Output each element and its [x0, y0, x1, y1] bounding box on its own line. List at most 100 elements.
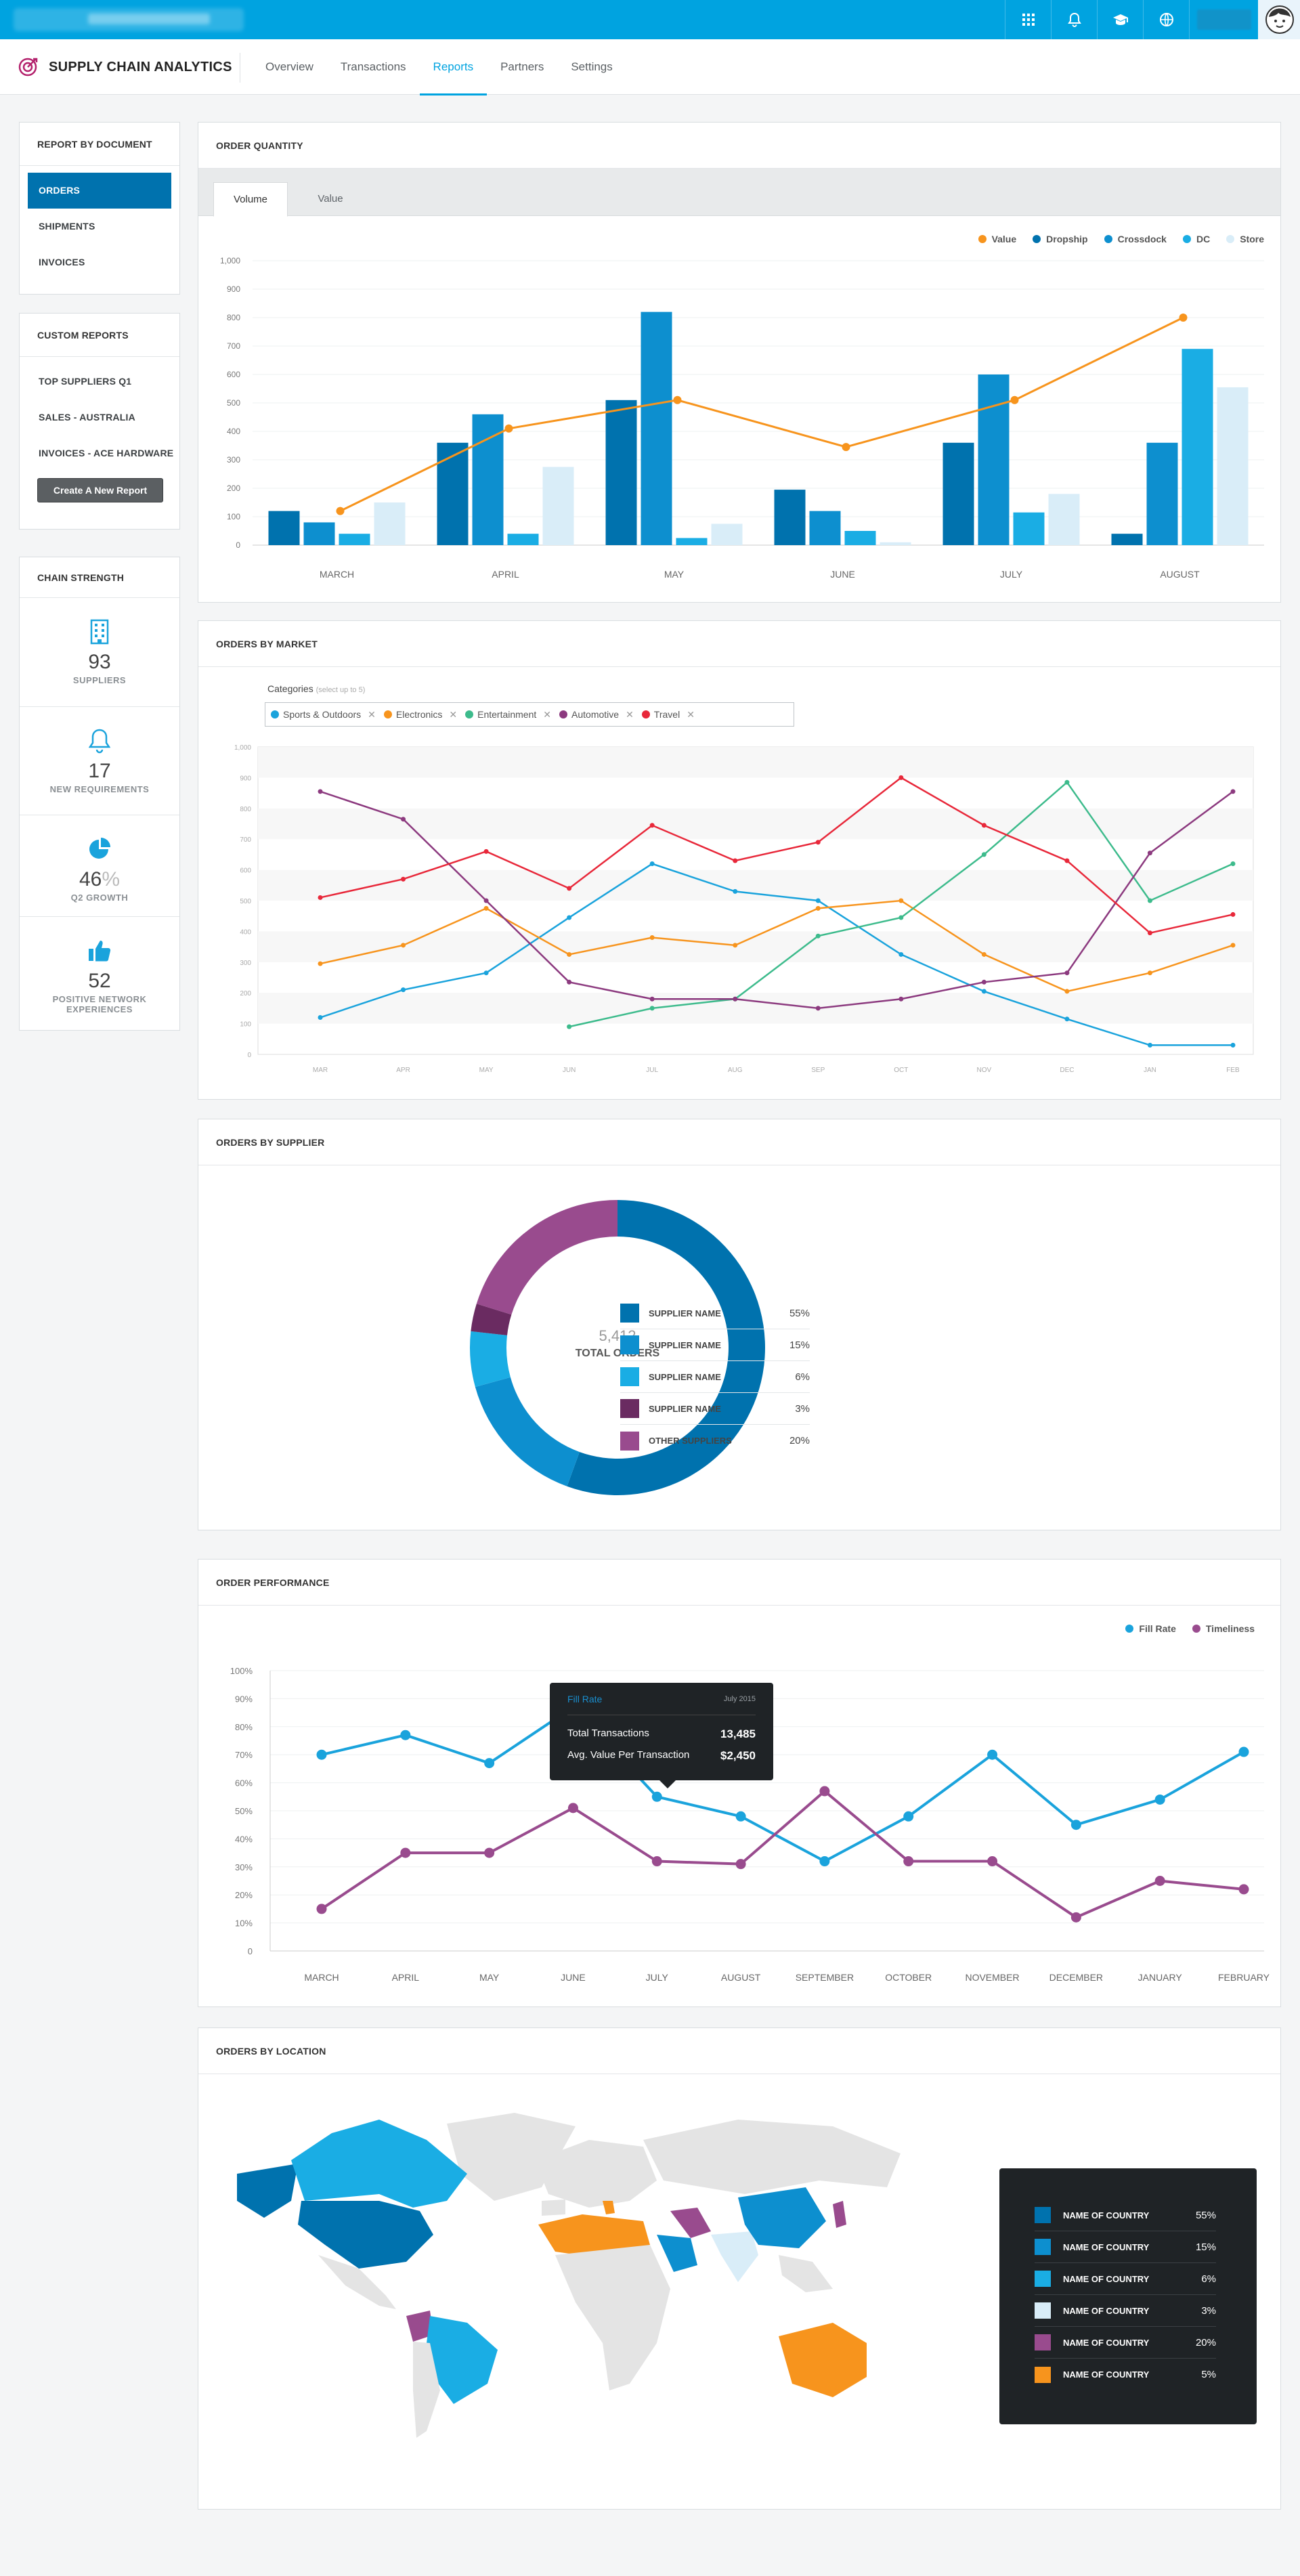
y-tick-label: 10% — [235, 1918, 253, 1929]
y-tick-label: 300 — [227, 455, 240, 465]
brand-logo[interactable] — [14, 8, 244, 31]
grid-band — [258, 993, 1253, 1024]
bar — [268, 511, 300, 545]
sidebar-item-invoices-ace[interactable]: INVOICES - ACE HARDWARE — [39, 448, 174, 458]
legend-item[interactable]: Fill Rate — [1125, 1623, 1176, 1634]
value-point — [842, 443, 850, 452]
series-point — [815, 840, 821, 845]
graduation-cap-icon[interactable] — [1097, 0, 1143, 39]
tab-settings[interactable]: Settings — [571, 60, 613, 73]
map-legend-row[interactable]: NAME OF COUNTRY 55% — [1035, 2199, 1216, 2231]
series-line — [320, 899, 1234, 993]
stat-network-value: 52 — [88, 970, 111, 992]
series-point — [318, 789, 323, 794]
tab-partners[interactable]: Partners — [500, 60, 544, 73]
series-point — [401, 943, 406, 948]
bar — [844, 531, 876, 545]
map-legend-row[interactable]: NAME OF COUNTRY 3% — [1035, 2295, 1216, 2327]
map-legend-row[interactable]: NAME OF COUNTRY 15% — [1035, 2231, 1216, 2263]
categories-selector[interactable]: Sports & Outdoors ✕ Electronics ✕ Entertai… — [265, 702, 794, 727]
category-chip[interactable]: Travel ✕ — [641, 708, 695, 721]
legend-item[interactable]: Timeliness — [1192, 1623, 1255, 1634]
x-tick-label: SEP — [811, 1067, 825, 1074]
series-point — [401, 987, 406, 993]
y-tick-label: 70% — [235, 1750, 253, 1760]
series-point — [400, 1847, 411, 1858]
remove-icon[interactable]: ✕ — [626, 708, 634, 720]
stat-requirements-label: NEW REQUIREMENTS — [49, 784, 150, 794]
supplier-legend: SUPPLIER NAME 55% SUPPLIER NAME 15% SUPPLI… — [620, 1297, 810, 1457]
supplier-legend-row[interactable]: SUPPLIER NAME 3% — [620, 1393, 810, 1425]
top-bar — [0, 0, 1300, 39]
bar — [542, 467, 574, 545]
map-legend-row[interactable]: NAME OF COUNTRY 6% — [1035, 2263, 1216, 2295]
category-chip[interactable]: Sports & Outdoors ✕ — [271, 709, 376, 721]
stat-suppliers-label: SUPPLIERS — [72, 675, 127, 685]
series-point — [819, 1856, 830, 1867]
chain-strength-panel: CHAIN STRENGTH 93 SUPPLIERS 17 NEW REQUI… — [19, 557, 180, 1031]
supplier-legend-row[interactable]: SUPPLIER NAME 55% — [620, 1297, 810, 1329]
legend-item[interactable]: Dropship — [1033, 234, 1088, 244]
series-point — [649, 861, 655, 867]
legend-item[interactable]: Crossdock — [1104, 234, 1167, 244]
tooltip-value: $2,450 — [720, 1749, 756, 1762]
tab-value[interactable]: Value — [318, 193, 343, 205]
remove-icon[interactable]: ✕ — [543, 708, 552, 720]
orders-by-market-title: ORDERS BY MARKET — [198, 621, 1280, 667]
series-point — [815, 905, 821, 911]
order-quantity-card: ORDER QUANTITY Volume Value Value Dropsh… — [198, 122, 1281, 603]
donut-slice — [476, 1200, 618, 1315]
map-region — [555, 2245, 670, 2390]
category-chip[interactable]: Entertainment ✕ — [465, 709, 551, 721]
stat-positive-network: 52 POSITIVE NETWORK EXPERIENCES — [20, 916, 179, 1038]
remove-icon[interactable]: ✕ — [368, 708, 376, 720]
value-line — [339, 316, 1184, 512]
y-tick-label: 700 — [240, 836, 251, 844]
series-point — [903, 1811, 914, 1822]
sidebar-item-invoices[interactable]: INVOICES — [39, 257, 85, 267]
supplier-legend-row[interactable]: SUPPLIER NAME 15% — [620, 1329, 810, 1361]
globe-icon[interactable] — [1143, 0, 1189, 39]
top-icons — [1005, 0, 1300, 39]
legend-item[interactable]: Value — [978, 234, 1016, 244]
world-map[interactable] — [223, 2099, 955, 2451]
series-point — [1230, 1042, 1236, 1048]
analytics-logo-icon — [18, 58, 38, 77]
donut-slice — [567, 1200, 765, 1495]
tab-reports[interactable]: Reports — [419, 39, 488, 95]
map-legend-row[interactable]: NAME OF COUNTRY 5% — [1035, 2359, 1216, 2390]
category-chip[interactable]: Electronics ✕ — [383, 708, 458, 721]
supplier-legend-row[interactable]: SUPPLIER NAME 6% — [620, 1361, 810, 1393]
remove-icon[interactable]: ✕ — [449, 708, 458, 720]
tab-overview[interactable]: Overview — [265, 60, 313, 73]
y-tick-label: 0 — [248, 1946, 253, 1956]
x-tick-label: JUN — [563, 1067, 576, 1074]
series-point — [649, 996, 655, 1002]
sidebar-item-top-suppliers[interactable]: TOP SUPPLIERS Q1 — [39, 376, 132, 387]
account-search[interactable] — [1189, 0, 1258, 39]
y-tick-label: 300 — [240, 960, 251, 967]
apps-grid-icon[interactable] — [1005, 0, 1051, 39]
legend-item[interactable]: Store — [1226, 234, 1264, 244]
remove-icon[interactable]: ✕ — [687, 708, 695, 720]
sidebar-item-sales-australia[interactable]: SALES - AUSTRALIA — [39, 412, 135, 423]
orders-by-market-card: ORDERS BY MARKET Categories (select up t… — [198, 620, 1281, 1100]
avatar[interactable] — [1258, 0, 1300, 39]
value-point — [1010, 395, 1019, 404]
bar — [1048, 494, 1080, 545]
tab-volume[interactable]: Volume — [213, 182, 288, 217]
bell-icon[interactable] — [1051, 0, 1097, 39]
x-tick-label: AUGUST — [1160, 569, 1200, 580]
legend-item[interactable]: DC — [1182, 234, 1210, 244]
create-report-button[interactable]: Create A New Report — [37, 478, 163, 502]
x-tick-label: MAR — [313, 1067, 328, 1074]
map-region — [413, 2342, 440, 2438]
sidebar-item-orders[interactable]: ORDERS — [28, 173, 171, 209]
stat-growth: 46% Q2 GROWTH — [20, 815, 179, 916]
map-legend-row[interactable]: NAME OF COUNTRY 20% — [1035, 2327, 1216, 2359]
tab-transactions[interactable]: Transactions — [340, 60, 406, 73]
sidebar-item-shipments[interactable]: SHIPMENTS — [39, 221, 95, 232]
page-title: SUPPLY CHAIN ANALYTICS — [49, 60, 232, 74]
supplier-legend-row[interactable]: OTHER SUPPLIERS 20% — [620, 1425, 810, 1457]
category-chip[interactable]: Automotive ✕ — [559, 709, 634, 721]
